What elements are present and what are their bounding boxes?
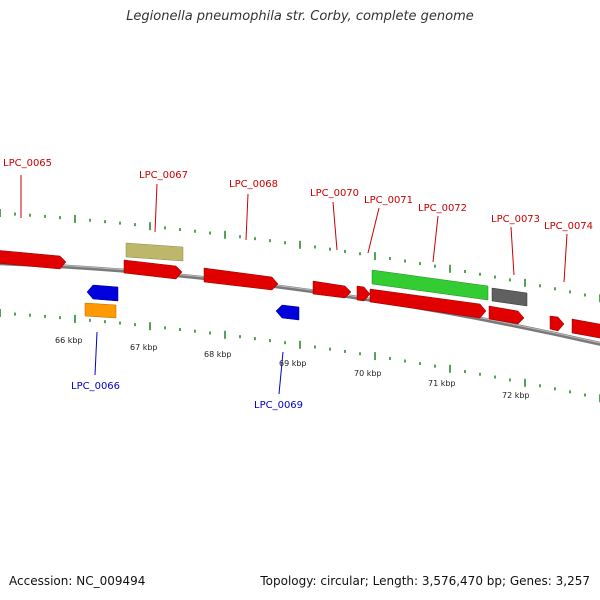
gene-arrow-lpc-0069[interactable] (275, 304, 300, 321)
gene-arrow-lpc-0065[interactable] (0, 250, 67, 270)
gene-label-lpc-0071[interactable]: LPC_0071 (364, 195, 413, 206)
gene-arrow-lpc-0072[interactable] (369, 288, 487, 319)
gene-label-lpc-0073[interactable]: LPC_0073 (491, 214, 540, 225)
gene-arrow-lpc-0075[interactable] (571, 318, 600, 339)
genome-backbone (0, 261, 600, 346)
kbp-label-70: 70 kbp (354, 369, 382, 378)
feature-tan[interactable] (125, 242, 184, 262)
feature-green[interactable] (371, 269, 489, 301)
feature-gray[interactable] (491, 287, 528, 307)
gene-label-lpc-0069[interactable]: LPC_0069 (254, 400, 303, 411)
kbp-label-71: 71 kbp (428, 379, 456, 388)
gene-label-lpc-0070[interactable]: LPC_0070 (310, 188, 359, 199)
kbp-label-69: 69 kbp (279, 359, 307, 368)
gene-arrow-lpc-0068[interactable] (203, 267, 279, 291)
kbp-label-66: 66 kbp (55, 336, 83, 345)
topology-text: Topology: circular; Length: 3,576,470 bp… (260, 574, 590, 588)
leader-lines (20, 175, 568, 395)
gene-label-lpc-0065[interactable]: LPC_0065 (3, 158, 52, 169)
gene-arrow-lpc-0071[interactable] (356, 285, 371, 302)
gene-arrow-lpc-0070[interactable] (312, 280, 352, 299)
gene-label-lpc-0068[interactable]: LPC_0068 (229, 179, 278, 190)
gene-label-lpc-0067[interactable]: LPC_0067 (139, 170, 188, 181)
kbp-label-72: 72 kbp (502, 391, 530, 400)
feature-orange[interactable] (84, 302, 117, 319)
gene-arrow-lpc-0067[interactable] (123, 259, 183, 280)
gene-label-lpc-0072[interactable]: LPC_0072 (418, 203, 467, 214)
gene-label-lpc-0074[interactable]: LPC_0074 (544, 221, 593, 232)
gene-label-lpc-0066[interactable]: LPC_0066 (71, 381, 120, 392)
kbp-label-68: 68 kbp (204, 350, 232, 359)
map-title: Legionella pneumophila str. Corby, compl… (126, 9, 474, 24)
accession-text: Accession: NC_009494 (9, 574, 146, 588)
genome-backbone-highlight (0, 261, 600, 344)
gene-arrow-lpc-0073[interactable] (488, 305, 525, 325)
kbp-label-67: 67 kbp (130, 343, 158, 352)
gene-arrow-lpc-0066[interactable] (86, 284, 119, 302)
gene-arrow-lpc-0074[interactable] (549, 315, 565, 332)
tick-marks (0, 209, 600, 403)
